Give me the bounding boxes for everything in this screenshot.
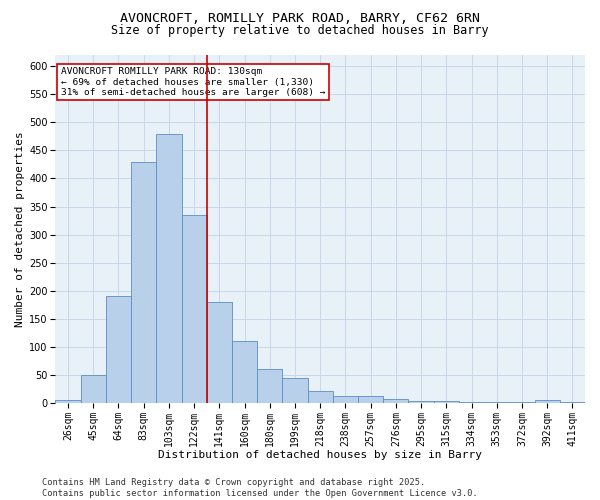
Bar [182,215,207,403]
Bar [80,375,106,403]
Bar [333,396,358,403]
Text: AVONCROFT ROMILLY PARK ROAD: 130sqm
← 69% of detached houses are smaller (1,330): AVONCROFT ROMILLY PARK ROAD: 130sqm ← 69… [61,67,325,97]
Text: Size of property relative to detached houses in Barry: Size of property relative to detached ho… [111,24,489,37]
X-axis label: Distribution of detached houses by size in Barry: Distribution of detached houses by size … [158,450,482,460]
Y-axis label: Number of detached properties: Number of detached properties [15,131,25,327]
Bar [484,402,509,403]
Bar [157,134,182,403]
Bar [283,378,308,403]
Text: AVONCROFT, ROMILLY PARK ROAD, BARRY, CF62 6RN: AVONCROFT, ROMILLY PARK ROAD, BARRY, CF6… [120,12,480,26]
Bar [409,400,434,403]
Bar [535,400,560,403]
Bar [459,402,484,403]
Bar [560,402,585,403]
Bar [55,400,80,403]
Bar [131,162,157,403]
Bar [106,296,131,403]
Bar [358,396,383,403]
Bar [232,341,257,403]
Bar [207,302,232,403]
Bar [434,400,459,403]
Text: Contains HM Land Registry data © Crown copyright and database right 2025.
Contai: Contains HM Land Registry data © Crown c… [42,478,478,498]
Bar [308,390,333,403]
Bar [509,402,535,403]
Bar [383,399,409,403]
Bar [257,370,283,403]
